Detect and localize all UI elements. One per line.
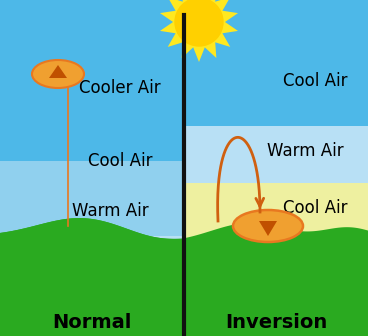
Polygon shape — [184, 223, 368, 336]
Bar — [184, 0, 368, 126]
Circle shape — [175, 0, 223, 46]
Text: Warm Air: Warm Air — [72, 202, 148, 220]
Bar — [184, 183, 368, 336]
Text: Warm Air: Warm Air — [267, 142, 343, 160]
Polygon shape — [49, 65, 67, 78]
Bar — [0, 0, 184, 161]
Ellipse shape — [32, 60, 84, 88]
Bar — [0, 0, 184, 161]
Bar — [184, 126, 368, 188]
Bar — [0, 161, 184, 236]
Polygon shape — [0, 218, 184, 336]
Text: Cool Air: Cool Air — [88, 152, 152, 170]
Text: Normal: Normal — [52, 312, 132, 332]
Polygon shape — [0, 218, 184, 336]
Polygon shape — [259, 221, 277, 236]
Text: Inversion: Inversion — [225, 312, 327, 332]
Bar — [0, 211, 184, 336]
Ellipse shape — [233, 210, 303, 242]
Text: Cool Air: Cool Air — [283, 199, 347, 217]
Text: Cool Air: Cool Air — [283, 72, 347, 90]
Polygon shape — [160, 0, 238, 62]
Text: Cooler Air: Cooler Air — [79, 79, 161, 97]
Bar — [0, 161, 184, 236]
